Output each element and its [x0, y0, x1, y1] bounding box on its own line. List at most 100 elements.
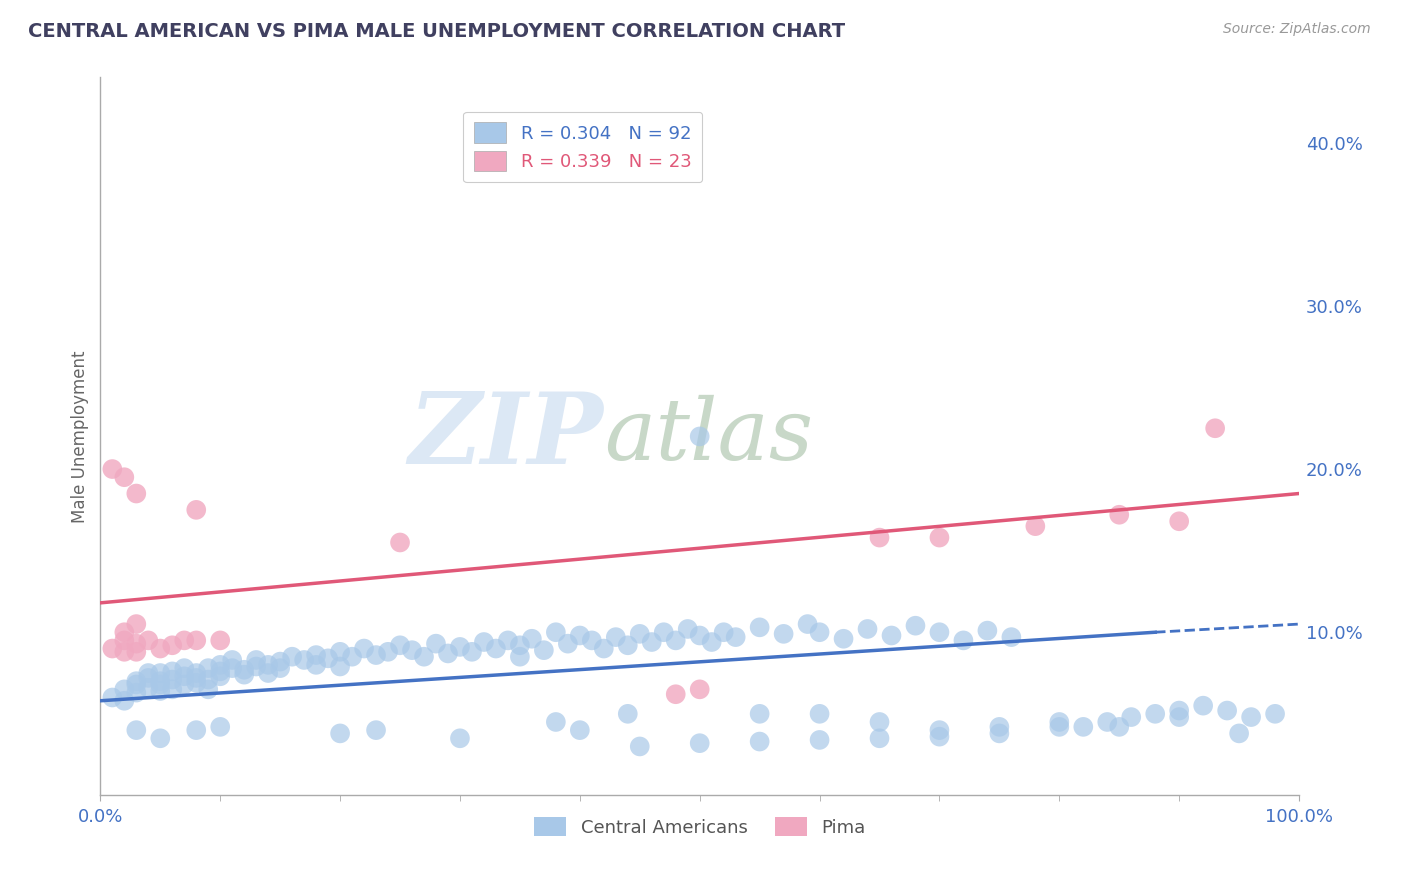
- Point: [808, 625, 831, 640]
- Point: [796, 617, 818, 632]
- Point: [641, 635, 664, 649]
- Point: [209, 633, 232, 648]
- Point: [233, 667, 256, 681]
- Point: [904, 618, 927, 632]
- Point: [316, 651, 339, 665]
- Point: [209, 720, 232, 734]
- Point: [1168, 704, 1191, 718]
- Point: [269, 655, 291, 669]
- Point: [425, 637, 447, 651]
- Point: [149, 684, 172, 698]
- Point: [748, 620, 770, 634]
- Point: [1168, 514, 1191, 528]
- Point: [1000, 630, 1022, 644]
- Text: Source: ZipAtlas.com: Source: ZipAtlas.com: [1223, 22, 1371, 37]
- Point: [496, 633, 519, 648]
- Point: [125, 645, 148, 659]
- Point: [136, 633, 159, 648]
- Point: [162, 682, 184, 697]
- Point: [112, 470, 135, 484]
- Point: [125, 723, 148, 738]
- Point: [257, 657, 280, 672]
- Point: [221, 653, 243, 667]
- Point: [485, 641, 508, 656]
- Point: [186, 666, 208, 681]
- Point: [162, 638, 184, 652]
- Point: [209, 665, 232, 679]
- Point: [136, 666, 159, 681]
- Point: [1071, 720, 1094, 734]
- Point: [281, 649, 304, 664]
- Point: [592, 641, 614, 656]
- Point: [329, 645, 352, 659]
- Point: [832, 632, 855, 646]
- Point: [1264, 706, 1286, 721]
- Point: [162, 673, 184, 687]
- Point: [772, 627, 794, 641]
- Point: [869, 714, 891, 729]
- Legend: Central Americans, Pima: Central Americans, Pima: [526, 810, 873, 844]
- Point: [1144, 706, 1167, 721]
- Point: [197, 682, 219, 697]
- Point: [1108, 508, 1130, 522]
- Point: [101, 462, 124, 476]
- Point: [125, 685, 148, 699]
- Point: [533, 643, 555, 657]
- Point: [149, 674, 172, 689]
- Point: [928, 723, 950, 738]
- Point: [568, 723, 591, 738]
- Point: [1216, 704, 1239, 718]
- Point: [509, 638, 531, 652]
- Point: [461, 645, 484, 659]
- Point: [149, 641, 172, 656]
- Point: [713, 625, 735, 640]
- Point: [186, 675, 208, 690]
- Point: [112, 694, 135, 708]
- Point: [125, 674, 148, 689]
- Point: [329, 726, 352, 740]
- Point: [988, 726, 1011, 740]
- Point: [808, 706, 831, 721]
- Point: [305, 648, 328, 662]
- Point: [173, 633, 195, 648]
- Point: [952, 633, 974, 648]
- Point: [748, 706, 770, 721]
- Point: [245, 659, 267, 673]
- Point: [988, 720, 1011, 734]
- Point: [928, 531, 950, 545]
- Point: [112, 645, 135, 659]
- Point: [449, 731, 471, 746]
- Text: ZIP: ZIP: [409, 388, 603, 484]
- Point: [1192, 698, 1215, 713]
- Point: [125, 677, 148, 691]
- Point: [628, 739, 651, 754]
- Point: [186, 503, 208, 517]
- Point: [724, 630, 747, 644]
- Point: [449, 640, 471, 654]
- Point: [377, 645, 399, 659]
- Text: CENTRAL AMERICAN VS PIMA MALE UNEMPLOYMENT CORRELATION CHART: CENTRAL AMERICAN VS PIMA MALE UNEMPLOYME…: [28, 22, 845, 41]
- Point: [173, 661, 195, 675]
- Point: [125, 486, 148, 500]
- Point: [329, 659, 352, 673]
- Y-axis label: Male Unemployment: Male Unemployment: [72, 351, 89, 523]
- Point: [101, 690, 124, 705]
- Point: [149, 731, 172, 746]
- Point: [292, 653, 315, 667]
- Point: [976, 624, 998, 638]
- Point: [162, 665, 184, 679]
- Point: [269, 661, 291, 675]
- Point: [221, 661, 243, 675]
- Point: [173, 677, 195, 691]
- Point: [197, 673, 219, 687]
- Point: [186, 633, 208, 648]
- Point: [1204, 421, 1226, 435]
- Point: [652, 625, 675, 640]
- Point: [581, 633, 603, 648]
- Point: [689, 736, 711, 750]
- Point: [856, 622, 879, 636]
- Point: [112, 625, 135, 640]
- Point: [364, 723, 387, 738]
- Point: [305, 657, 328, 672]
- Point: [520, 632, 543, 646]
